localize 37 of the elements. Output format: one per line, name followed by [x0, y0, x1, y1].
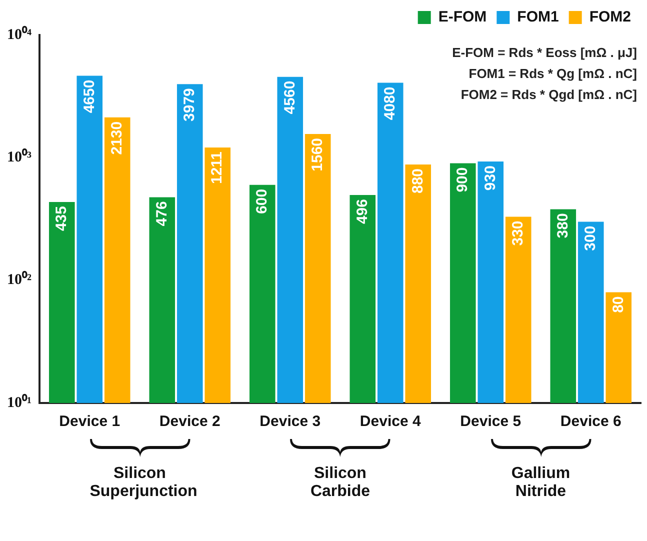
- text: Silicon Superjunction: [88, 465, 198, 501]
- text: Gallium Nitride: [510, 465, 572, 501]
- x-tick-label: Device 6: [560, 413, 622, 430]
- y-tick-label: 10⁰¹: [6, 392, 32, 411]
- legend-label: FOM1: [517, 8, 559, 26]
- data-label: 4560: [281, 80, 298, 114]
- y-tick-label: 10⁰⁴: [6, 24, 32, 43]
- legend-label: FOM2: [589, 8, 632, 26]
- annotation: FOM1 = Rds * Qg [mΩ . nC]: [468, 66, 637, 81]
- x-tick-label: Device 5: [460, 413, 522, 430]
- text: Silicon Carbide: [309, 465, 372, 501]
- data-label: 80: [610, 296, 627, 313]
- data-label: 330: [510, 220, 526, 246]
- data-label: 900: [454, 167, 472, 192]
- data-label: 380: [554, 213, 572, 238]
- data-label: 600: [254, 188, 271, 214]
- data-label: 880: [409, 168, 426, 194]
- x-tick-label: Device 1: [59, 413, 120, 430]
- legend-label: E-FOM: [438, 8, 487, 26]
- y-tick-label: 10⁰³: [6, 148, 32, 166]
- annotation: E-FOM = Rds * Eoss [mΩ . μJ]: [452, 45, 637, 60]
- data-label: 435: [53, 206, 70, 232]
- data-label: 496: [354, 199, 371, 224]
- data-label: 1211: [208, 151, 226, 184]
- data-label: 3979: [181, 88, 198, 122]
- x-tick-label: Device 2: [159, 413, 220, 430]
- annotation: FOM2 = Rds * Qgd [mΩ . nC]: [460, 87, 637, 102]
- data-label: 476: [153, 201, 170, 226]
- data-label: 930: [482, 166, 499, 191]
- x-tick-label: Device 3: [260, 413, 321, 430]
- data-label: 300: [582, 226, 600, 251]
- data-label: 1560: [309, 138, 326, 172]
- data-label: 4080: [382, 86, 399, 120]
- y-tick-label: 10⁰²: [6, 270, 32, 288]
- data-label: 2130: [108, 121, 126, 155]
- data-label: 4650: [80, 80, 98, 114]
- x-tick-label: Device 4: [360, 413, 422, 430]
